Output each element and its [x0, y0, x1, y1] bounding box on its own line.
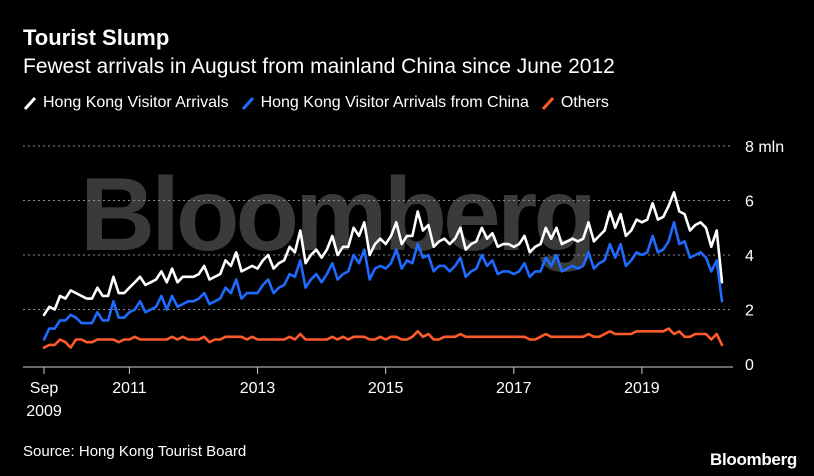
series-line-china: [42, 221, 724, 341]
legend-item-china: Hong Kong Visitor Arrivals from China: [241, 94, 529, 112]
legend-label-total: Hong Kong Visitor Arrivals: [43, 94, 229, 111]
y-tick-label: 4: [745, 248, 754, 265]
x-tick-label: 2019: [624, 380, 660, 397]
legend-line-icon-orange: [541, 96, 554, 111]
bloomberg-logo: Bloomberg: [709, 450, 797, 469]
legend-label-china: Hong Kong Visitor Arrivals from China: [260, 94, 529, 111]
legend-item-total: Hong Kong Visitor Arrivals: [23, 94, 229, 112]
y-axis-labels: 0 2 4 6 8 mln: [745, 139, 784, 374]
series-lines: [42, 191, 724, 349]
series-line-others: [42, 327, 724, 349]
x-tick-label: 2015: [368, 380, 404, 397]
series-line-total: [42, 191, 724, 317]
y-tick-label: 6: [745, 194, 754, 211]
x-tick-label: Sep: [30, 380, 59, 397]
source-note: Source: Hong Kong Tourist Board: [23, 443, 247, 460]
x-tick-label: 2013: [240, 380, 276, 397]
chart-title: Tourist Slump: [23, 25, 170, 50]
legend: Hong Kong Visitor Arrivals Hong Kong Vis…: [23, 94, 621, 112]
legend-line-icon-white: [23, 96, 37, 111]
y-tick-label: 8 mln: [745, 139, 784, 156]
chart-subtitle: Fewest arrivals in August from mainland …: [23, 55, 615, 78]
x-tick-label: 2017: [496, 380, 532, 397]
y-tick-label: 0: [745, 357, 754, 374]
x-tick-sublabel: 2009: [26, 403, 62, 420]
x-axis: Sep 2009 2011 2013 2015 2017 2019: [23, 366, 733, 420]
legend-item-others: Others: [541, 94, 609, 112]
gridlines: [23, 145, 733, 310]
x-tick-label: 2011: [112, 380, 147, 397]
legend-label-others: Others: [560, 94, 609, 111]
legend-line-icon-blue: [241, 96, 254, 111]
y-tick-label: 2: [745, 303, 754, 320]
bloomberg-watermark: Bloomberg: [80, 157, 597, 273]
